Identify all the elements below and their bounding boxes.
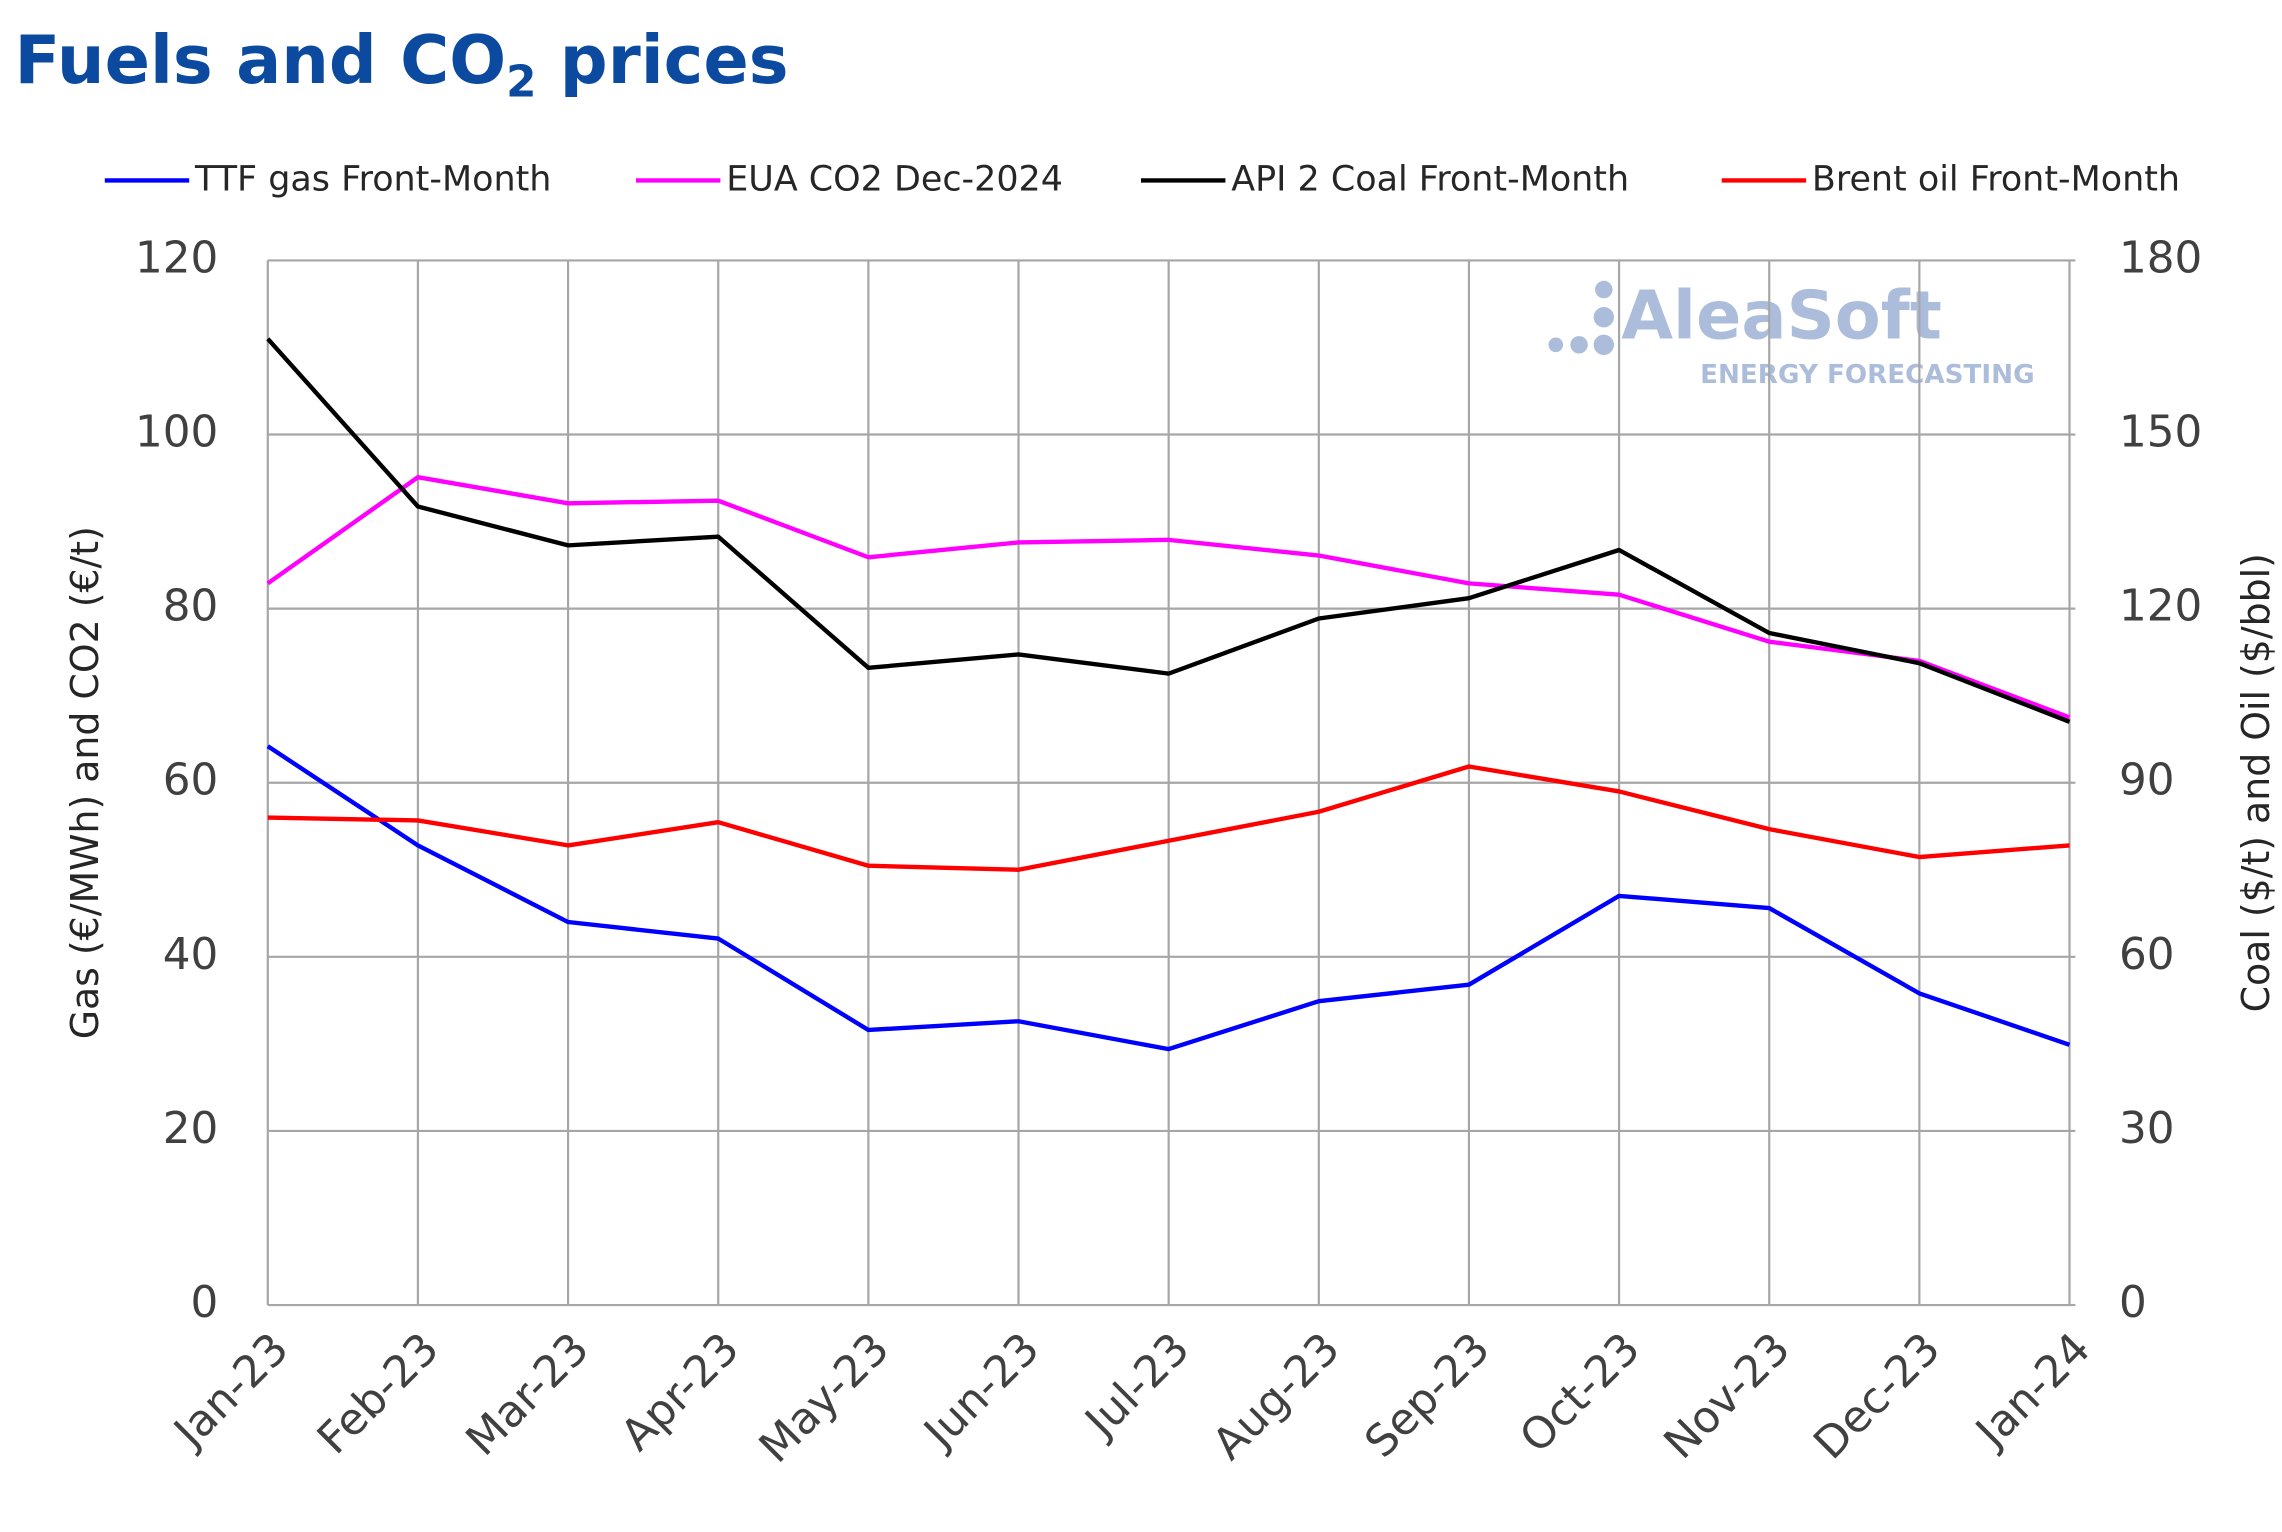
watermark-text: AleaSoft: [1621, 277, 1942, 355]
x-tick-label: Feb-23: [308, 1323, 449, 1464]
x-tick-label: Sep-23: [1355, 1323, 1500, 1468]
series-line: [266, 744, 2071, 1052]
y2-tick-label: 0: [2119, 1277, 2147, 1328]
y2-tick-label: 60: [2119, 929, 2175, 980]
legend-label: API 2 Coal Front-Month: [1231, 159, 1629, 199]
watermark-dot: [1593, 306, 1614, 328]
watermark-subtext: ENERGY FORECASTING: [1700, 360, 2034, 390]
y-tick-label: 0: [191, 1277, 219, 1328]
y2-tick-label: 180: [2119, 232, 2202, 283]
y-tick-label: 120: [135, 232, 218, 283]
watermark-dot: [1548, 337, 1564, 353]
y2-tick-label: 90: [2119, 755, 2175, 806]
watermark-dot: [1595, 280, 1613, 299]
y-axis-title: Gas (€/MWh) and CO2 (€/t): [63, 526, 107, 1039]
y2-tick-label: 120: [2119, 581, 2202, 632]
x-tick-label: Aug-23: [1203, 1323, 1350, 1470]
y-tick-label: 100: [135, 407, 218, 458]
x-tick-label: Nov-23: [1654, 1323, 1800, 1469]
x-tick-label: Oct-23: [1510, 1323, 1650, 1463]
y-tick-label: 60: [163, 755, 219, 806]
y-tick-label: 40: [163, 929, 219, 980]
x-tick-label: Jan-24: [1964, 1323, 2100, 1459]
legend-label: TTF gas Front-Month: [194, 159, 551, 199]
x-tick-label: Mar-23: [456, 1323, 599, 1466]
x-tick-label: Dec-23: [1804, 1323, 1950, 1469]
y-tick-label: 20: [163, 1103, 219, 1154]
x-tick-label: Apr-23: [611, 1323, 749, 1461]
x-tick-label: Jun-23: [913, 1323, 1050, 1460]
watermark: AleaSoft ENERGY FORECASTING: [1548, 277, 2035, 390]
x-tick-label: Jul-23: [1074, 1323, 1200, 1449]
title-end: prices: [537, 21, 789, 99]
y-tick-label: 80: [163, 581, 219, 632]
y2-tick-label: 150: [2119, 407, 2202, 458]
series-line: [267, 764, 2070, 872]
x-tick-label: Jan-23: [162, 1323, 298, 1459]
legend-label: EUA CO2 Dec-2024: [726, 159, 1063, 199]
title-main: Fuels and CO: [15, 21, 507, 99]
title-subscript: 2: [506, 56, 536, 107]
y2-tick-label: 30: [2119, 1103, 2175, 1154]
series-line: [266, 475, 2071, 720]
series-line: [266, 337, 2071, 724]
x-tick-label: May-23: [749, 1323, 899, 1473]
watermark-dot: [1570, 336, 1588, 354]
watermark-dot: [1593, 334, 1614, 355]
legend-label: Brent oil Front-Month: [1812, 159, 2180, 199]
y2-axis-title: Coal ($/t) and Oil ($/bbl): [2234, 553, 2278, 1012]
chart-title: Fuels and CO2 prices: [15, 21, 789, 108]
